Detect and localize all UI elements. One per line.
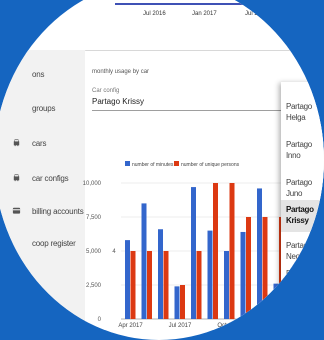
legend-swatch: [174, 161, 179, 166]
legend-swatch: [125, 161, 130, 166]
sidebar-item-car-configs[interactable]: car configs: [0, 169, 85, 189]
x-tick-label: Apr 2017: [118, 323, 143, 329]
car-config-label: Car config: [92, 88, 120, 94]
x-tick-label: Oct 2017: [217, 323, 242, 329]
bar-minutes: [174, 286, 180, 319]
sidebar-item-label: coop register: [32, 239, 76, 248]
dropdown-option-label: Partago Juno: [286, 178, 312, 198]
sidebar-item-label: cars: [32, 139, 47, 148]
y-tick-label: 2,500: [86, 283, 102, 289]
bar-persons: [213, 183, 218, 319]
billing-card-icon: [12, 207, 21, 214]
sidebar-item-billing-accounts[interactable]: billing accounts: [0, 202, 85, 222]
top-axis-tick: Jul 2017: [245, 11, 268, 17]
sidebar-item-ons[interactable]: ons: [0, 65, 85, 85]
sidebar-item-label: groups: [32, 104, 56, 113]
top-axis-tick: Jan 2017: [192, 11, 217, 17]
legend-label: number of minutes: [132, 162, 174, 168]
bar-minutes: [224, 251, 229, 319]
bar-persons: [246, 217, 251, 319]
y-tick-label: 0: [98, 317, 102, 323]
dropdown-option[interactable]: Partago Helga: [281, 96, 324, 122]
card-title: monthly usage by car: [92, 69, 150, 75]
y-tick-label: 5,000: [86, 249, 102, 255]
sidebar-item-label: ons: [32, 70, 45, 79]
dropdown-option-label: Partago Neo: [286, 241, 312, 261]
y-tick-label: 10,000: [83, 181, 102, 187]
sidebar-item-coop-register[interactable]: coop register: [0, 234, 85, 254]
bar-minutes: [125, 240, 130, 319]
right-axis-tick-label: 4: [112, 249, 116, 255]
bar-persons: [147, 251, 152, 319]
bar-persons: [196, 251, 202, 319]
sidebar-item-groups[interactable]: groups: [0, 99, 85, 119]
car-icon: [13, 174, 20, 182]
bar-minutes: [273, 283, 279, 319]
bar-minutes: [257, 188, 262, 319]
x-tick-label: Jul 2017: [169, 323, 192, 329]
dropdown-option-label: Partago Helga: [286, 102, 312, 122]
bar-persons: [229, 183, 235, 319]
bar-minutes: [207, 230, 213, 319]
dropdown-option[interactable]: Partago Juno: [281, 172, 324, 198]
app-screen: Jul 2016 Jan 2017 Jul 2017 ons groups ca…: [0, 0, 324, 330]
car-config-select[interactable]: Partago Krissy: [92, 97, 145, 106]
timeline-range-line: [115, 3, 275, 5]
top-axis-tick: Jul 2016: [143, 11, 166, 17]
sidebar-item-label: car configs: [32, 174, 69, 183]
bar-persons: [163, 251, 169, 319]
car-icon: [13, 139, 20, 147]
dropdown-option-label: Partago Krissy: [286, 205, 314, 225]
sidebar-item-cars[interactable]: cars: [0, 134, 85, 154]
bar-persons: [130, 251, 136, 319]
dropdown-option[interactable]: Partago Krissy: [281, 200, 324, 232]
dropdown-option[interactable]: Partago Neo: [281, 235, 324, 261]
dropdown-option[interactable]: Partago Inno: [281, 134, 324, 160]
legend-label: number of unique persons: [181, 162, 240, 168]
bar-minutes: [191, 187, 196, 319]
car-config-dropdown: Partago Helga Partago Inno Partago Juno Par…: [281, 82, 324, 330]
car-config-underline: [92, 110, 282, 111]
sidebar-item-label: billing accounts: [32, 207, 84, 216]
bar-minutes: [240, 231, 246, 319]
bar-minutes: [158, 229, 163, 319]
dropdown-option-label: Partago Pr...: [286, 269, 312, 289]
y-tick-label: 7,500: [86, 215, 102, 221]
bar-minutes: [141, 203, 147, 319]
dropdown-option-label: Partago Inno: [286, 140, 312, 160]
bar-persons: [180, 285, 185, 319]
top-timeline-strip: Jul 2016 Jan 2017 Jul 2017: [85, 0, 324, 51]
dropdown-option[interactable]: Partago Pr...: [281, 263, 324, 299]
sidebar-nav: ons groups cars car configs: [0, 50, 86, 330]
bar-persons: [262, 217, 268, 319]
